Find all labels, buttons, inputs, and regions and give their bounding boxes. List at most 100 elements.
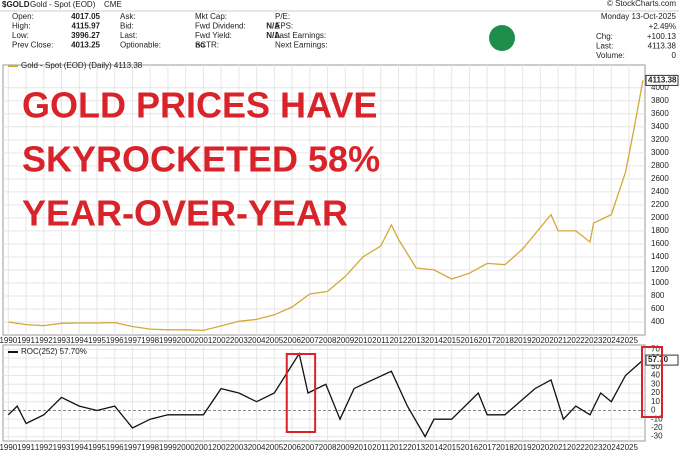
field-label: Chg: bbox=[596, 32, 613, 41]
x-tick-label: 2024 bbox=[602, 336, 620, 345]
x-tick-label: 2007 bbox=[301, 336, 319, 345]
x-tick-label: 2020 bbox=[531, 443, 549, 452]
field-value: 4013.25 bbox=[71, 41, 100, 50]
last-value-label: 4113.38 bbox=[648, 76, 677, 85]
x-tick-label: 2009 bbox=[336, 336, 354, 345]
field-label: Last: bbox=[120, 31, 137, 40]
x-tick-label: 2020 bbox=[531, 336, 549, 345]
x-tick-label: 2025 bbox=[620, 336, 638, 345]
x-tick-label: 2000 bbox=[177, 443, 195, 452]
x-tick-label: 2023 bbox=[585, 336, 603, 345]
y-tick-label: 2800 bbox=[651, 161, 669, 170]
y-tick-label: 40 bbox=[651, 371, 660, 380]
x-tick-label: 2011 bbox=[372, 336, 390, 345]
x-tick-label: 2022 bbox=[567, 443, 585, 452]
y-tick-label: 800 bbox=[651, 291, 665, 300]
x-tick-label: 1995 bbox=[88, 336, 106, 345]
x-tick-label: 2021 bbox=[549, 336, 567, 345]
field-label: Mkt Cap: bbox=[195, 12, 227, 21]
y-tick-label: 2400 bbox=[651, 187, 669, 196]
change-pct: +2.49% bbox=[649, 22, 676, 31]
x-tick-label: 2002 bbox=[212, 443, 230, 452]
legend-label: Gold - Spot (EOD) (Daily) 4113.38 bbox=[21, 61, 143, 70]
header-bg bbox=[0, 0, 679, 62]
field-label: Ask: bbox=[120, 12, 136, 21]
x-tick-label: 1990 bbox=[0, 443, 18, 452]
x-tick-label: 2015 bbox=[443, 336, 461, 345]
y-tick-label: -30 bbox=[651, 432, 663, 441]
x-tick-label: 2000 bbox=[177, 336, 195, 345]
x-tick-label: 2014 bbox=[425, 336, 443, 345]
field-value: +100.13 bbox=[647, 32, 677, 41]
y-tick-label: 1600 bbox=[651, 239, 669, 248]
x-tick-label: 2008 bbox=[319, 336, 337, 345]
x-tick-label: 2012 bbox=[390, 443, 408, 452]
x-tick-label: 1993 bbox=[53, 443, 71, 452]
x-tick-label: 2018 bbox=[496, 443, 514, 452]
annotation: SKYROCKETED 58% bbox=[22, 139, 380, 180]
x-tick-label: 2025 bbox=[620, 443, 638, 452]
x-tick-label: 2010 bbox=[354, 336, 372, 345]
x-tick-label: 1996 bbox=[106, 443, 124, 452]
field-label: Last: bbox=[596, 42, 613, 51]
x-tick-label: 2015 bbox=[443, 443, 461, 452]
x-tick-label: 2011 bbox=[372, 443, 390, 452]
x-tick-label: 2016 bbox=[461, 443, 479, 452]
x-tick-label: 2004 bbox=[248, 336, 266, 345]
y-tick-label: 50 bbox=[651, 362, 660, 371]
y-tick-label: 1400 bbox=[651, 252, 669, 261]
x-tick-label: 1990 bbox=[0, 336, 18, 345]
x-tick-label: 2001 bbox=[195, 336, 213, 345]
field-label: Prev Close: bbox=[12, 41, 53, 50]
y-tick-label: 600 bbox=[651, 304, 665, 313]
x-tick-label: 1991 bbox=[17, 443, 35, 452]
y-tick-label: 3600 bbox=[651, 109, 669, 118]
field-label: Next Earnings: bbox=[275, 41, 327, 50]
y-tick-label: 3800 bbox=[651, 96, 669, 105]
y-tick-label: 4000 bbox=[651, 83, 669, 92]
x-tick-label: 2013 bbox=[407, 336, 425, 345]
x-tick-label: 1993 bbox=[53, 336, 71, 345]
x-tick-label: 2009 bbox=[336, 443, 354, 452]
field-value: N/A bbox=[266, 22, 280, 31]
x-tick-label: 1994 bbox=[70, 443, 88, 452]
highlight-box bbox=[641, 346, 663, 418]
field-label: EPS: bbox=[275, 22, 293, 31]
x-tick-label: 1997 bbox=[124, 336, 142, 345]
panel-frame bbox=[2, 64, 646, 336]
symbol: $GOLD bbox=[2, 0, 30, 9]
annotation: GOLD PRICES HAVE bbox=[22, 85, 377, 126]
x-tick-label: 1994 bbox=[70, 336, 88, 345]
field-value: no bbox=[195, 41, 205, 50]
x-tick-label: 2004 bbox=[248, 443, 266, 452]
field-value: 4113.38 bbox=[648, 42, 677, 51]
field-label: Fwd Dividend: bbox=[195, 22, 246, 31]
name: Gold - Spot (EOD) bbox=[30, 0, 96, 9]
exchange: CME bbox=[104, 0, 122, 9]
x-tick-label: 2003 bbox=[230, 336, 248, 345]
x-tick-label: 2008 bbox=[319, 443, 337, 452]
y-tick-label: 2000 bbox=[651, 213, 669, 222]
field-value: N/A bbox=[266, 31, 280, 40]
highlight-box bbox=[285, 353, 317, 433]
x-tick-label: 1992 bbox=[35, 336, 53, 345]
logo bbox=[489, 25, 515, 51]
x-tick-label: 2006 bbox=[283, 336, 301, 345]
field-label: Volume: bbox=[596, 51, 625, 60]
x-tick-label: 2019 bbox=[514, 336, 532, 345]
field-value: 3996.27 bbox=[71, 31, 100, 40]
field-label: Low: bbox=[12, 31, 29, 40]
field-value: 4115.97 bbox=[72, 22, 101, 31]
field-label: Bid: bbox=[120, 22, 134, 31]
x-tick-label: 2006 bbox=[283, 443, 301, 452]
field-label: Optionable: bbox=[120, 41, 161, 50]
annotation: YEAR-OVER-YEAR bbox=[22, 193, 348, 234]
y-tick-label: 400 bbox=[651, 317, 665, 326]
x-tick-label: 1999 bbox=[159, 443, 177, 452]
field-value: 0 bbox=[672, 51, 677, 60]
x-tick-label: 1998 bbox=[141, 443, 159, 452]
x-tick-label: 1995 bbox=[88, 443, 106, 452]
x-tick-label: 2005 bbox=[265, 443, 283, 452]
series-line bbox=[8, 80, 644, 332]
y-tick-label: 3400 bbox=[651, 122, 669, 131]
